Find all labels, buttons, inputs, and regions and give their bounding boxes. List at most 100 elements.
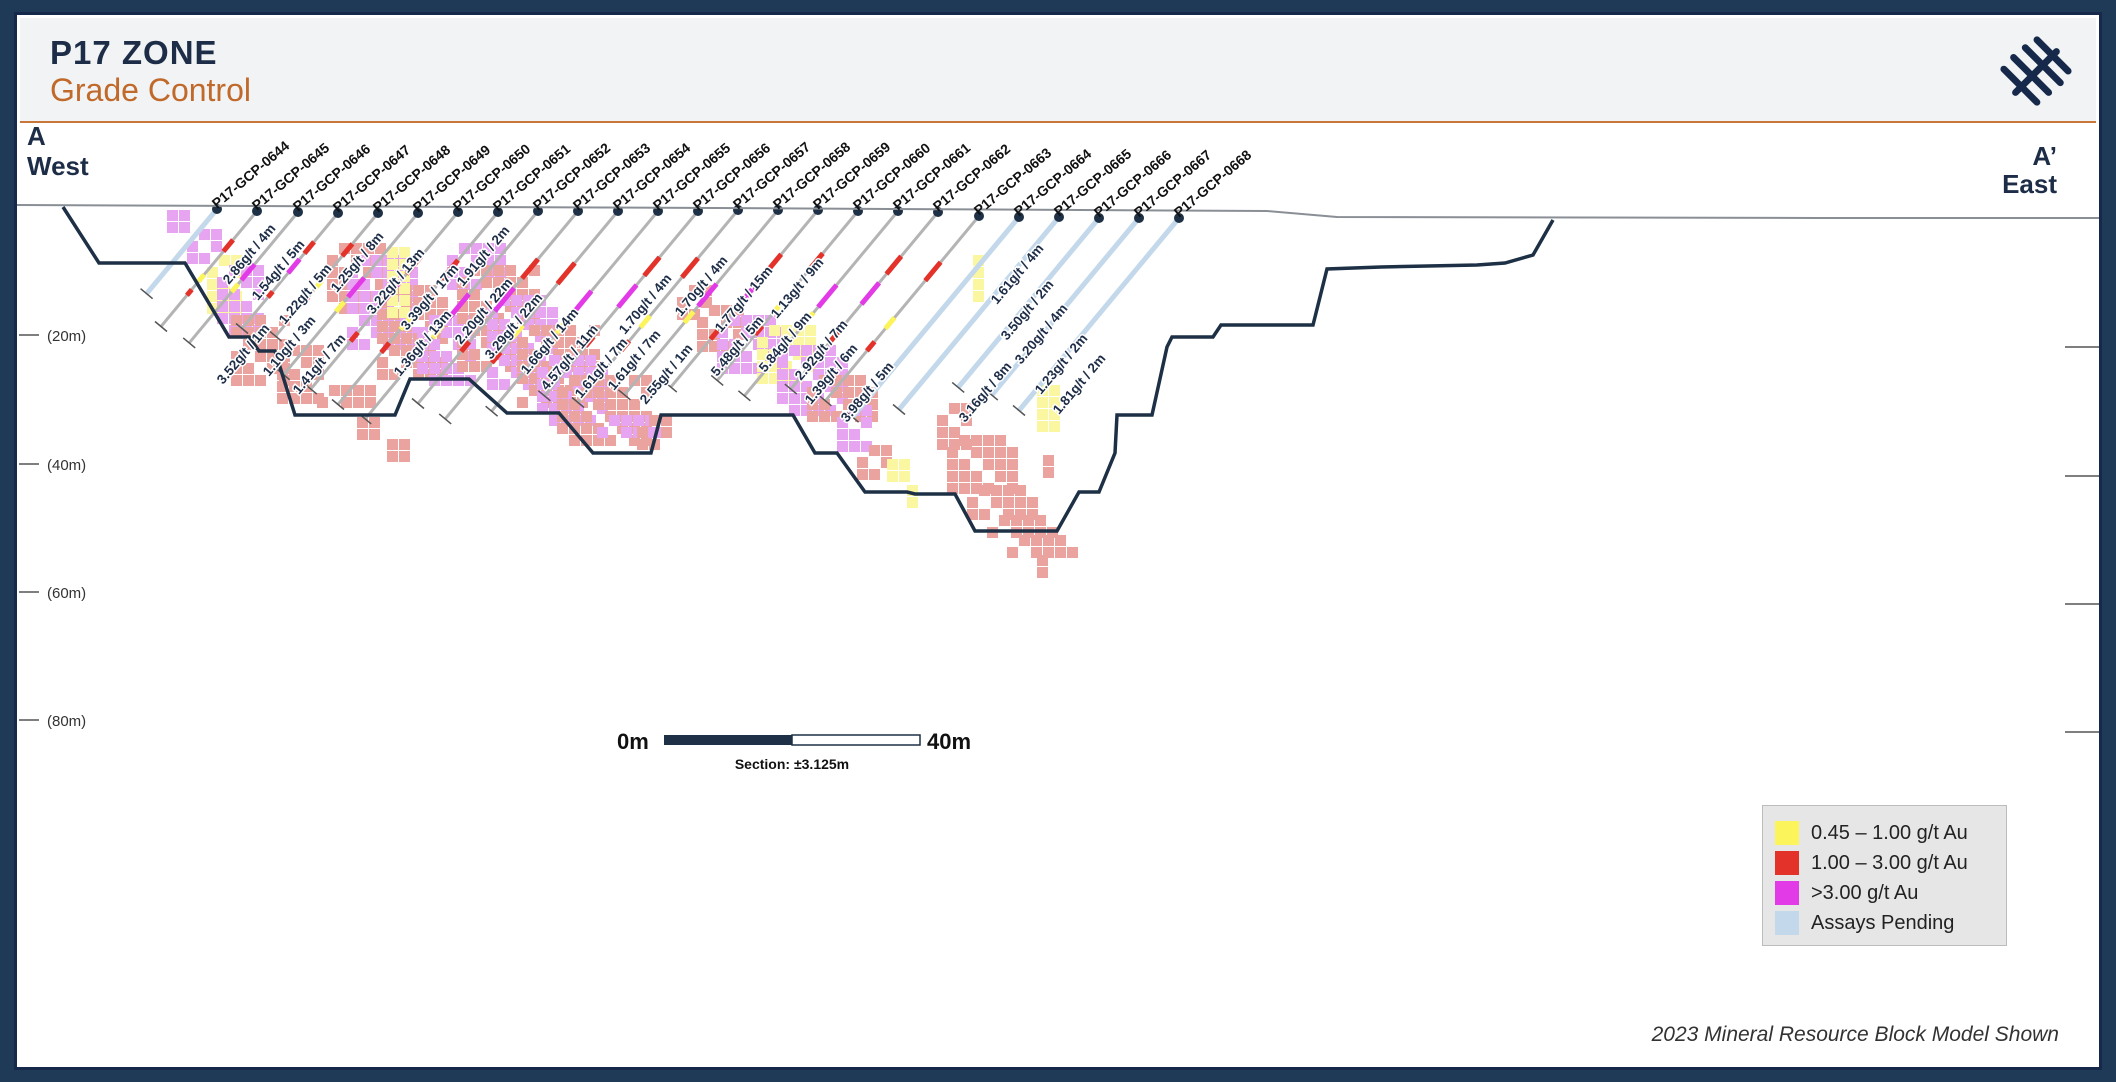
model-block [765,339,776,350]
model-block [995,471,1006,482]
model-block [363,243,374,254]
model-block [329,385,340,396]
legend-swatch [1775,881,1799,905]
legend-swatch [1775,911,1799,935]
model-block [339,303,350,314]
scale-start-label: 0m [617,729,649,754]
model-block [389,321,400,332]
model-block [807,411,818,422]
drillhole-end-tick [892,403,906,416]
assay-interval [864,340,877,353]
model-block [837,429,848,440]
east-label: East [2002,169,2057,199]
model-block [971,483,982,494]
west-label: West [27,151,89,181]
model-block [347,267,358,278]
model-block [493,277,504,288]
model-block [843,387,854,398]
model-block [535,319,546,330]
model-block [505,277,516,288]
model-block [947,459,958,470]
assay-interval [459,340,472,354]
model-block [387,295,398,306]
model-block [553,337,564,348]
model-block [837,357,848,368]
model-block [359,303,370,314]
model-block [425,297,436,308]
model-block [511,355,522,366]
drillhole-end-tick [269,330,283,342]
drillhole-end-tick [1012,404,1026,417]
model-block [425,357,436,368]
model-block [395,315,406,326]
assay-interval [682,310,696,325]
model-block [413,285,424,296]
model-block [547,367,558,378]
model-block [717,351,728,362]
model-block [517,277,528,288]
model-block [825,357,836,368]
drillhole-end-tick [710,374,724,386]
model-block [777,351,788,362]
model-block [633,415,644,426]
model-block [529,373,540,384]
model-block [511,343,522,354]
assay-interval [802,311,816,326]
drillhole-end-tick [331,398,345,411]
model-block [907,485,918,496]
drillhole-end-tick [985,389,999,401]
model-block [717,363,728,374]
model-block [577,361,588,372]
model-block [469,349,480,360]
assay-interval [334,300,347,314]
model-block [979,509,990,520]
model-block [949,439,960,450]
model-block [855,411,866,422]
model-block [457,277,468,288]
model-block [605,387,616,398]
legend-label: 1.00 – 3.00 g/t Au [1811,851,1968,874]
model-block [1037,397,1048,408]
model-block [549,391,560,402]
model-block [801,405,812,416]
model-block [167,210,178,221]
east-label-a: A’ [2032,141,2057,171]
model-block [1015,485,1026,496]
model-block [407,267,418,278]
model-block [983,447,994,458]
model-block [1049,409,1060,420]
assay-interval [619,339,632,353]
model-block [313,345,324,356]
model-block [789,405,800,416]
model-block [529,361,540,372]
model-block [565,337,576,348]
model-block [353,385,364,396]
model-block [677,309,688,320]
legend-label: 0.45 – 1.00 g/t Au [1811,821,1968,844]
drillhole-trace [576,209,740,404]
model-block [255,327,266,338]
drillhole-end-tick [154,320,168,333]
drillhole-end-tick [140,288,154,300]
assay-interval [184,287,194,297]
model-block [517,361,528,372]
model-block [831,411,842,422]
cross-section-diagram: A West A’ East (20m) (40m) (60m) (80m) P… [17,121,2099,772]
assay-interval [806,251,825,272]
model-block [277,357,288,368]
assay-interval [340,242,355,258]
assay-interval [286,257,302,275]
model-block [577,349,588,360]
model-block [1037,385,1048,396]
drillhole-end-tick [235,322,249,335]
model-block [937,415,948,426]
model-block [857,469,868,480]
model-block [881,457,892,468]
model-block [371,327,382,338]
model-block [973,255,984,266]
model-block [413,357,424,368]
model-block [819,411,830,422]
model-block [1023,515,1034,526]
model-block [505,325,516,336]
model-block [187,253,198,264]
